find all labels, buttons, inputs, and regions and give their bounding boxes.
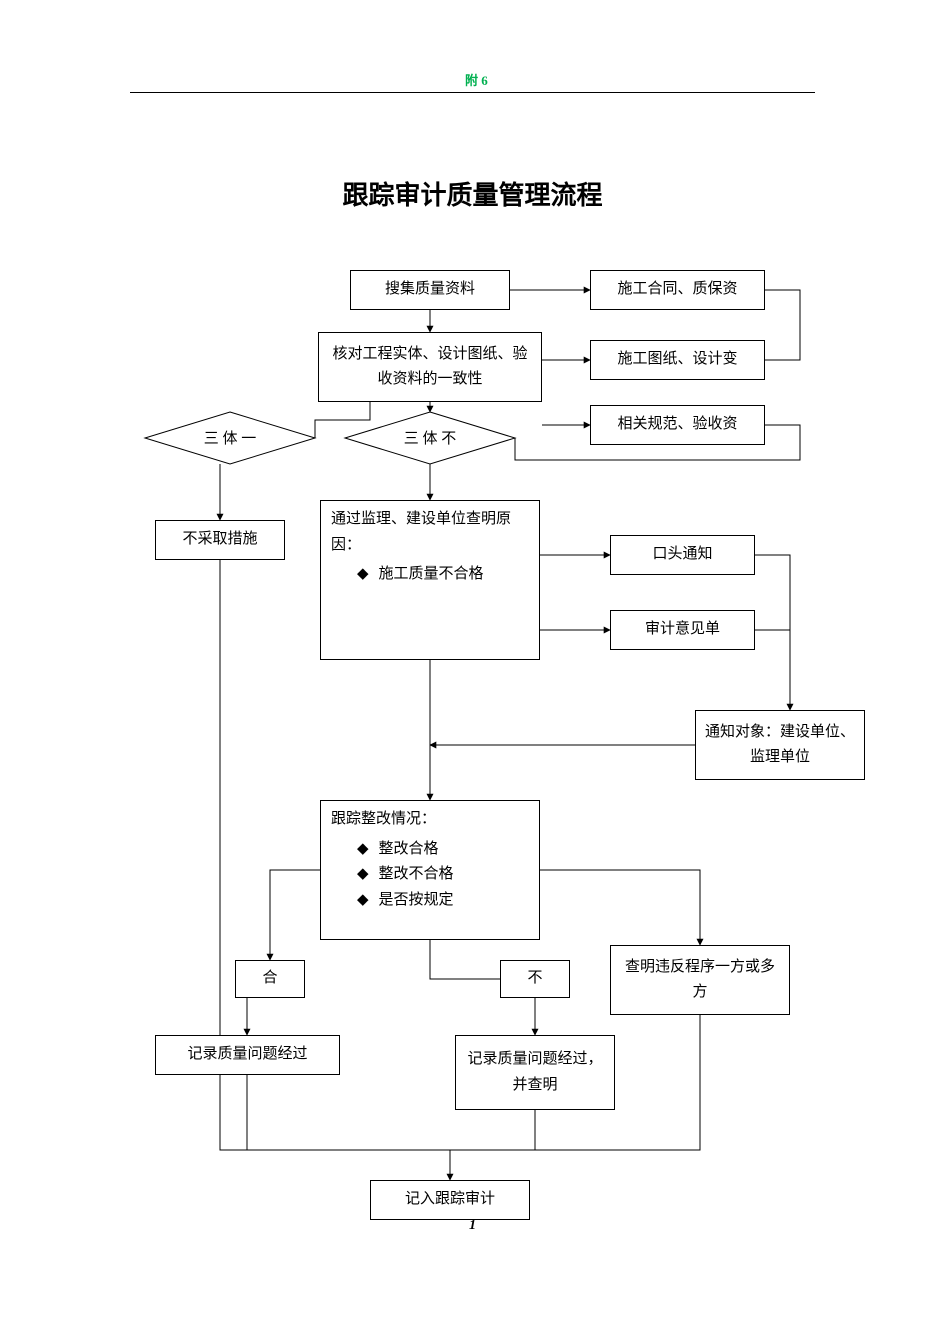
node-n5c: 查明违反程序一方或多方 xyxy=(610,945,790,1015)
edge-12 xyxy=(755,555,790,630)
page-title: 跟踪审计质量管理流程 xyxy=(0,175,945,212)
edge-16 xyxy=(270,870,320,960)
edge-22 xyxy=(450,1110,535,1150)
node-d1: 三 体 一 xyxy=(145,412,315,464)
svg-text:三 体 一: 三 体 一 xyxy=(204,430,257,447)
node-n4: 通过监理、建设单位查明原因：◆施工质量不合格 xyxy=(320,500,540,660)
node-n5R: 不 xyxy=(500,960,570,998)
node-n5L: 合 xyxy=(235,960,305,998)
node-n4c: 通知对象：建设单位、监理单位 xyxy=(695,710,865,780)
svg-text:三 体 不: 三 体 不 xyxy=(404,430,457,447)
node-n1a: 施工合同、质保资 xyxy=(590,270,765,310)
page-canvas: 附 6 跟踪审计质量管理流程 三 体 一 三 体 不 搜集质量资料 施工合同、质保资… xyxy=(0,0,945,1337)
node-n4a: 口头通知 xyxy=(610,535,755,575)
page-number: 1 xyxy=(0,1218,945,1234)
node-n7: 记录质量问题经过，并查明 xyxy=(455,1035,615,1110)
node-n3: 不采取措施 xyxy=(155,520,285,560)
edge-21 xyxy=(247,1075,450,1180)
edge-4 xyxy=(765,290,800,360)
node-n5: 跟踪整改情况：◆整改合格◆整改不合格◆是否按规定 xyxy=(320,800,540,940)
node-n2a: 施工图纸、设计变 xyxy=(590,340,765,380)
edge-18 xyxy=(540,870,700,945)
header-rule xyxy=(130,92,815,93)
node-n2b: 相关规范、验收资 xyxy=(590,405,765,445)
node-d2: 三 体 不 xyxy=(345,412,515,464)
node-n1: 搜集质量资料 xyxy=(350,270,510,310)
edge-17 xyxy=(430,940,500,979)
node-n2: 核对工程实体、设计图纸、验收资料的一致性 xyxy=(318,332,542,402)
node-n6: 记录质量问题经过 xyxy=(155,1035,340,1075)
node-n8: 记入跟踪审计 xyxy=(370,1180,530,1220)
node-n4b: 审计意见单 xyxy=(610,610,755,650)
edge-6 xyxy=(315,402,370,438)
header-label: 附 6 xyxy=(465,70,488,89)
